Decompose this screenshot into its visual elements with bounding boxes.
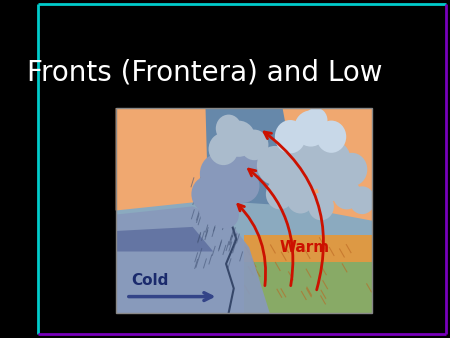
Circle shape — [317, 141, 351, 177]
Circle shape — [333, 179, 361, 209]
Polygon shape — [270, 108, 373, 221]
Circle shape — [276, 132, 315, 174]
Polygon shape — [116, 207, 270, 313]
Circle shape — [240, 129, 269, 160]
Circle shape — [337, 153, 367, 186]
Circle shape — [232, 140, 267, 178]
Circle shape — [266, 179, 294, 209]
Circle shape — [213, 201, 239, 228]
Circle shape — [257, 146, 293, 185]
FancyArrowPatch shape — [264, 132, 324, 290]
Circle shape — [316, 121, 346, 153]
Text: Warm: Warm — [280, 240, 330, 255]
Polygon shape — [116, 227, 213, 251]
FancyArrowPatch shape — [238, 204, 266, 286]
Circle shape — [317, 171, 346, 201]
Circle shape — [209, 133, 238, 165]
Circle shape — [199, 195, 227, 226]
Circle shape — [200, 153, 237, 194]
Bar — [116, 108, 373, 313]
Circle shape — [191, 176, 225, 212]
FancyArrowPatch shape — [129, 293, 212, 300]
Circle shape — [308, 193, 334, 220]
Polygon shape — [244, 235, 373, 262]
Circle shape — [216, 115, 242, 142]
Circle shape — [286, 183, 315, 214]
Polygon shape — [206, 108, 301, 207]
Circle shape — [304, 108, 328, 133]
Circle shape — [295, 157, 326, 190]
Circle shape — [274, 162, 307, 198]
Circle shape — [229, 169, 260, 202]
Polygon shape — [244, 262, 373, 313]
Circle shape — [349, 186, 375, 214]
Circle shape — [275, 120, 306, 153]
Circle shape — [222, 121, 256, 157]
Text: Fronts (Frontera) and Low: Fronts (Frontera) and Low — [27, 58, 383, 86]
Circle shape — [294, 111, 328, 147]
Bar — [116, 108, 373, 313]
Circle shape — [212, 176, 245, 212]
Circle shape — [298, 129, 334, 168]
Polygon shape — [116, 108, 218, 211]
Text: Cold: Cold — [131, 273, 168, 288]
FancyArrowPatch shape — [248, 169, 293, 286]
Circle shape — [213, 143, 254, 188]
